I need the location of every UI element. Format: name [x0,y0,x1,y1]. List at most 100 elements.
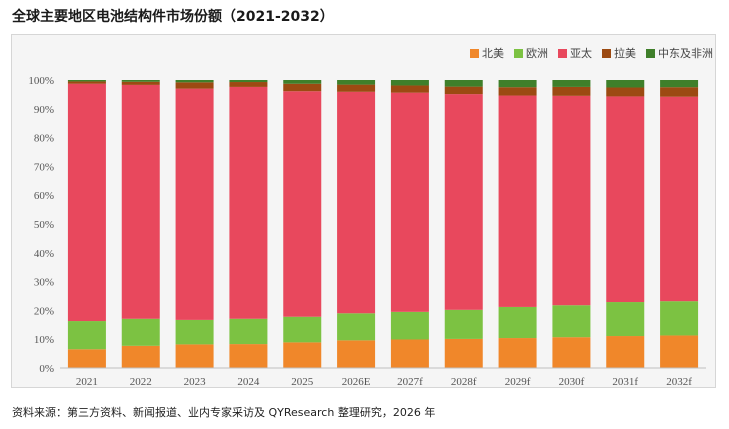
bar-segment [390,80,429,86]
legend-item: 中东及非洲 [646,47,713,60]
bar-segment [229,318,268,345]
x-tick-label: 2032f [666,376,692,387]
bar-stack-2030f [552,80,591,368]
bar-segment [67,83,106,322]
bar-segment [498,306,537,339]
legend-swatch [558,49,567,58]
bar-stack-2021 [67,80,106,368]
bar-segment [390,92,429,312]
bar-segment [67,321,106,350]
bar-stack-2023 [175,80,214,368]
bar-stack-2024 [229,80,268,368]
legend-swatch [514,49,523,58]
bar-stack-2027f [390,80,429,368]
bar-segment [444,338,483,368]
bar-segment [606,87,645,97]
bar-segment [606,302,645,337]
bar-segment [498,80,537,88]
bar-segment [121,84,160,319]
bar-segment [606,80,645,88]
legend-item: 拉美 [602,46,636,60]
y-tick-label: 80% [34,133,54,145]
legend-item: 欧洲 [514,47,548,60]
legend-item: 亚太 [558,47,592,60]
bar-stack-2032f [660,80,699,368]
x-tick-label: 2025 [291,376,314,387]
legend-label: 欧洲 [526,47,548,60]
y-tick-label: 10% [34,334,54,346]
bar-segment [660,335,699,368]
bar-segment [552,86,591,96]
bar-segment [660,301,699,336]
bars-group [67,80,699,368]
x-tick-label: 2030f [559,376,585,387]
x-tick-label: 2027f [397,376,423,387]
bar-segment [67,81,106,84]
x-tick-label: 2031f [612,376,638,387]
x-tick-label: 2021 [76,376,98,387]
bar-segment [337,313,376,341]
y-tick-label: 30% [34,277,54,289]
bar-segment [337,80,376,85]
bar-segment [175,82,214,89]
x-tick-label: 2026E [342,376,371,387]
x-axis: 2021 2022 2023 2024 2025 2026E 2027f 2028f 2029f… [60,367,706,387]
bar-segment [660,87,699,97]
chart-title: 全球主要地区电池结构件市场份额（2021-2032） [12,9,334,25]
bar-segment [552,305,591,338]
bar-segment [498,338,537,368]
bar-segment [283,83,322,92]
bar-segment [229,82,268,87]
bar-segment [444,80,483,87]
legend-label: 中东及非洲 [658,47,713,60]
y-tick-label: 60% [34,190,54,202]
bar-segment [552,337,591,368]
bar-segment [606,96,645,303]
y-axis: 0% 10% 20% 30% 40% 50% 60% 70% 80% 90% 100% [28,75,54,375]
x-tick-label: 2023 [184,376,207,387]
chart-area: 0% 10% 20% 30% 40% 50% 60% 70% 80% 90% 100% 2021 20… [11,34,716,388]
bar-stack-2031f [606,80,645,368]
x-tick-label: 2022 [130,376,152,387]
y-tick-label: 50% [34,219,54,231]
bar-segment [121,80,160,82]
bar-segment [67,80,106,82]
bar-segment [337,91,376,314]
bar-segment [121,318,160,346]
bar-stack-2029f [498,80,537,368]
y-tick-label: 0% [39,363,54,375]
bar-segment [390,311,429,340]
legend-swatch [470,49,479,58]
bar-segment [337,340,376,368]
y-tick-label: 100% [28,75,54,87]
legend-label: 拉美 [614,46,636,60]
bar-stack-2028f [444,80,483,368]
bar-segment [67,349,106,368]
bar-segment [444,86,483,95]
x-tick-label: 2028f [451,376,477,387]
bar-segment [390,339,429,368]
bar-segment [660,96,699,302]
y-tick-label: 40% [34,248,54,260]
bar-segment [390,85,429,93]
legend-swatch [646,49,655,58]
bar-segment [552,80,591,87]
stacked-bar-chart: 0%10%20%30%40%50%60%70%80%90%100% 2021 20… [28,46,713,387]
bar-stack-2022 [121,80,160,368]
bar-segment [660,80,699,88]
legend-label: 亚太 [570,47,592,60]
bar-segment [229,344,268,368]
legend: 北美 欧洲 亚太 拉美 中东及非洲 [470,46,713,60]
legend-label: 北美 [482,47,504,60]
bar-segment [606,336,645,368]
legend-swatch [602,49,611,58]
bar-segment [498,87,537,96]
y-tick-label: 90% [34,104,54,116]
bar-segment [229,80,268,83]
bar-segment [444,309,483,339]
x-tick-label: 2024 [237,376,260,387]
bar-segment [175,344,214,368]
bar-segment [283,91,322,317]
bar-segment [283,342,322,368]
bar-segment [175,80,214,83]
